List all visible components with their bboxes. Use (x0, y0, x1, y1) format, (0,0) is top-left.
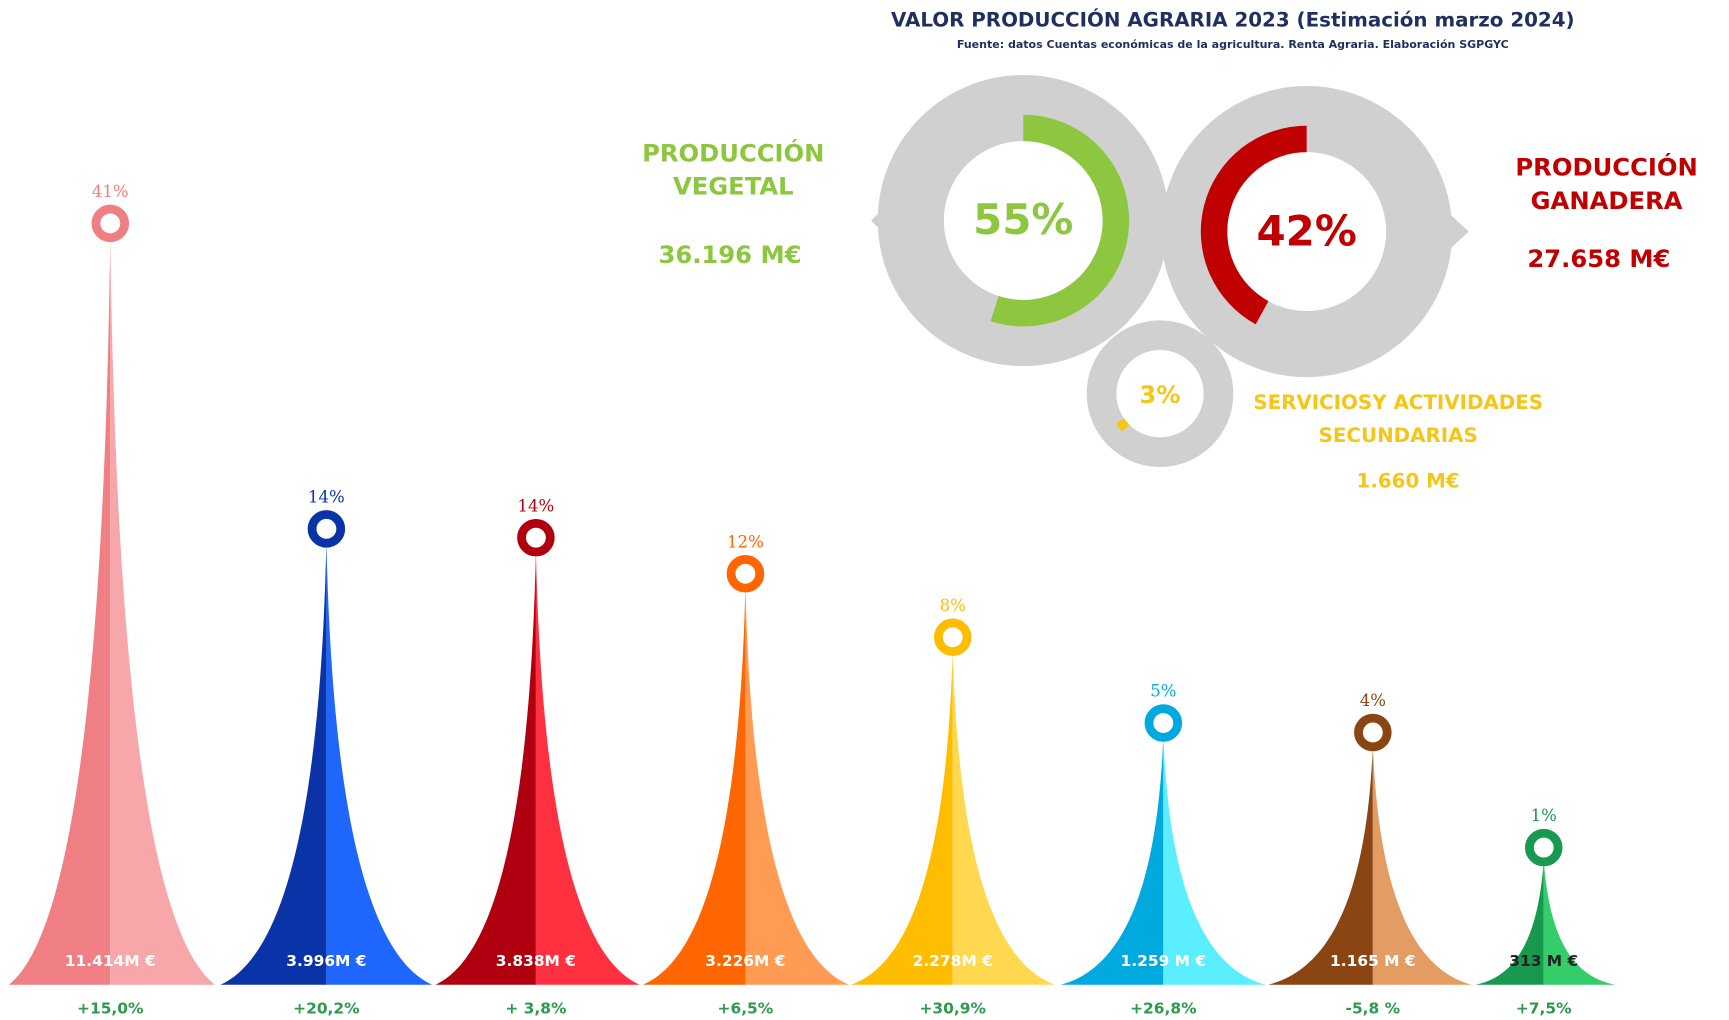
peak-left (1061, 736, 1164, 984)
group-label: SECUNDARIAS (1319, 424, 1478, 447)
peak-change: +7,5% (1516, 999, 1572, 1017)
peak-right (953, 651, 1056, 985)
peak-right (110, 237, 215, 985)
peak-amount: 3.838M € (496, 952, 576, 970)
peak-change: + 3,8% (505, 999, 566, 1017)
donut-percent: 3% (1139, 380, 1180, 409)
donut-arc (1120, 421, 1126, 428)
peak-amount: 1.165 M € (1330, 952, 1416, 970)
peak-left (643, 587, 746, 985)
peak-right (536, 551, 640, 985)
group-label: PRODUCCIÓN (1515, 152, 1697, 182)
peak-change: -5,8 % (1346, 999, 1401, 1017)
peak-amount: 1.259 M € (1121, 952, 1207, 970)
page: {"header":{"title":"VALOR PRODUCCIÓN AGR… (0, 0, 1729, 1020)
peak-amount: 3.996M € (286, 952, 366, 970)
donut-percent: 55% (973, 195, 1073, 244)
peak-percent: 4% (1360, 691, 1386, 710)
peak-right (1373, 746, 1472, 985)
peak-ring (1529, 833, 1558, 862)
peak-ring (1149, 709, 1178, 738)
group-label: GANADERA (1531, 186, 1683, 215)
peak-left (9, 237, 110, 985)
group-label: VEGETAL (673, 171, 794, 200)
peak-ring (96, 209, 125, 238)
peak-percent: 41% (92, 182, 129, 201)
peak-left (1268, 746, 1373, 985)
peak-change: +20,2% (293, 999, 359, 1017)
infographic: VALOR PRODUCCIÓN AGRARIA 2023 (Estimació… (0, 0, 1729, 1020)
peak-change: +26,8% (1130, 999, 1196, 1017)
group-amount: 27.658 M€ (1527, 244, 1670, 273)
title: VALOR PRODUCCIÓN AGRARIA 2023 (Estimació… (891, 7, 1575, 31)
peak-amount: 11.414M € (65, 952, 156, 970)
peak-amount: 313 M € (1509, 952, 1578, 970)
peak-ring (938, 623, 967, 652)
peak-ring (522, 523, 551, 552)
group-label: SERVICIOSY ACTIVIDADES (1253, 391, 1543, 414)
peak-right (745, 587, 849, 985)
peak-ring (1359, 718, 1388, 747)
peak-percent: 8% (940, 596, 966, 615)
peak-percent: 5% (1150, 682, 1176, 701)
peak-change: +6,5% (718, 999, 774, 1017)
peak-percent: 1% (1531, 806, 1557, 825)
peak-right (326, 542, 432, 985)
peak-amount: 2.278M € (913, 952, 993, 970)
peak-percent: 12% (727, 532, 764, 551)
peak-amount: 3.226M € (705, 952, 785, 970)
peak-change: +30,9% (919, 999, 985, 1017)
peak-ring (312, 515, 341, 544)
peak-right (1163, 736, 1266, 984)
peak-left (221, 542, 327, 985)
peak-left (436, 551, 536, 985)
peak-ring (731, 559, 760, 588)
donut-percent: 42% (1257, 206, 1357, 255)
peak-percent: 14% (518, 496, 555, 515)
subtitle: Fuente: datos Cuentas económicas de la a… (957, 38, 1509, 51)
peak-percent: 14% (308, 487, 345, 506)
group-amount: 1.660 M€ (1357, 469, 1460, 492)
group-label: PRODUCCIÓN (642, 137, 824, 167)
peak-change: +15,0% (77, 999, 143, 1017)
peak-left (851, 651, 952, 985)
group-amount: 36.196 M€ (658, 240, 801, 269)
